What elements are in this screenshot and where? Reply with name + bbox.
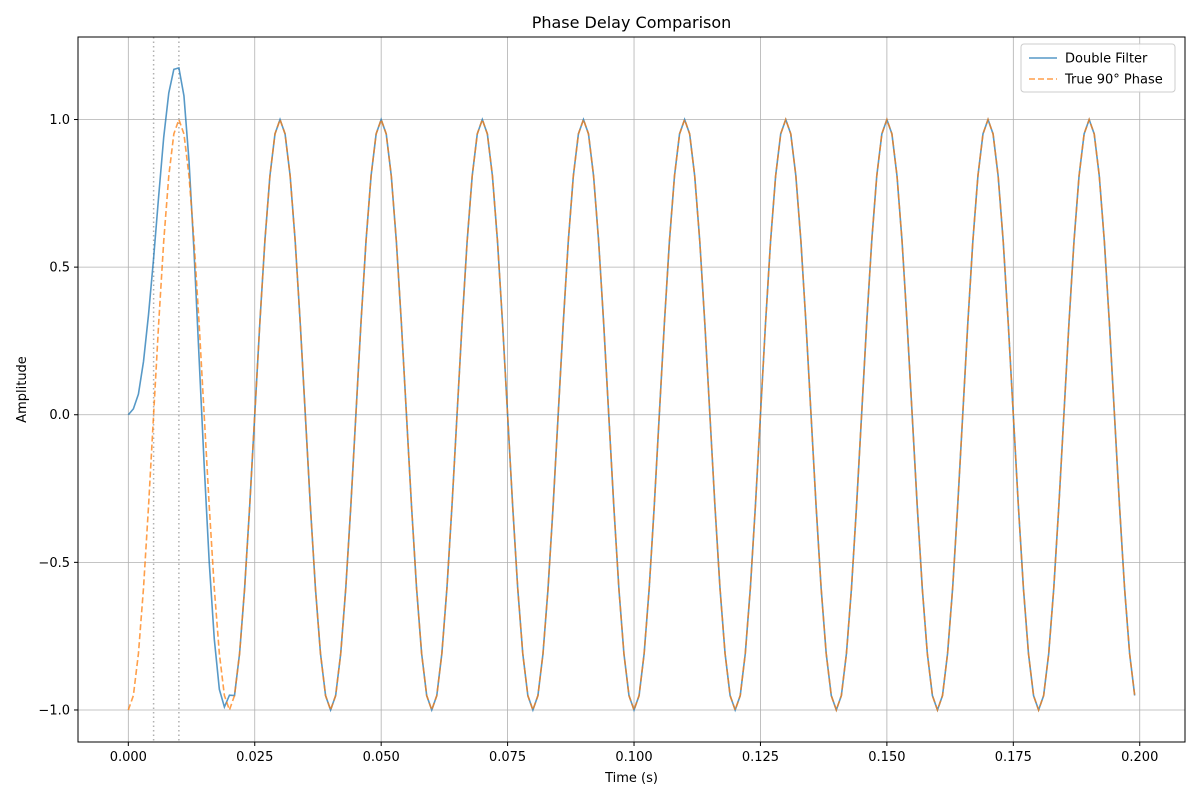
legend-box (1020, 43, 1176, 93)
x-tick-label: 0.125 (742, 750, 779, 765)
legend-label: Double Filter (1065, 52, 1148, 67)
series-line-1 (127, 117, 1136, 713)
x-tick-label: 0.050 (363, 750, 400, 765)
y-tick-label: −0.5 (38, 556, 70, 571)
y-axis-label: Amplitude (15, 356, 30, 423)
series-lines (127, 66, 1136, 713)
grid (78, 37, 1185, 742)
y-tick-label: 0.0 (49, 408, 70, 423)
x-tick-label: 0.000 (110, 750, 147, 765)
x-tick-label: 0.025 (236, 750, 273, 765)
y-tick-label: 0.5 (49, 261, 70, 276)
x-tick-label: 0.175 (995, 750, 1032, 765)
chart-title: Phase Delay Comparison (532, 13, 732, 32)
plot-frame (77, 36, 1186, 743)
x-tick-label: 0.075 (489, 750, 526, 765)
reference-lines (152, 37, 180, 742)
x-tick-label: 0.100 (615, 750, 652, 765)
y-tick-label: −1.0 (38, 703, 70, 718)
x-axis-label: Time (s) (604, 771, 658, 786)
y-tick-label: 1.0 (49, 113, 70, 128)
legend: Double Filter True 90° Phase (1020, 43, 1176, 93)
x-tick-label: 0.150 (868, 750, 905, 765)
x-axis-ticks: 0.000 0.025 0.050 0.075 0.100 0.125 0.150 0.175… (110, 742, 1158, 765)
legend-label: True 90° Phase (1064, 73, 1163, 88)
x-tick-label: 0.200 (1121, 750, 1158, 765)
y-axis-ticks: −1.0 −0.5 0.0 0.5 1.0 (38, 113, 78, 718)
